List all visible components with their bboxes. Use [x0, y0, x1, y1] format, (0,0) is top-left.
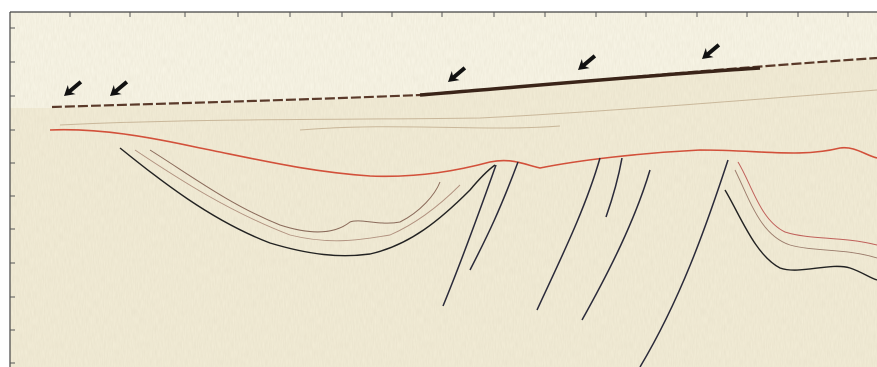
flank-horizon	[737, 161, 877, 246]
basin-horizon	[119, 147, 496, 257]
arrows	[64, 43, 721, 96]
reflector	[59, 89, 877, 126]
left-ticks	[10, 27, 15, 364]
basin-horizon	[134, 149, 461, 242]
basin-horizon	[149, 149, 441, 233]
red-horizon	[49, 128, 877, 178]
texture	[10, 12, 877, 367]
flank-horizon	[724, 189, 877, 281]
reflector	[299, 125, 561, 131]
flank-horizon	[734, 169, 877, 259]
top-ticks	[69, 12, 849, 17]
faults	[442, 157, 729, 367]
seafloor-strong	[419, 66, 761, 97]
